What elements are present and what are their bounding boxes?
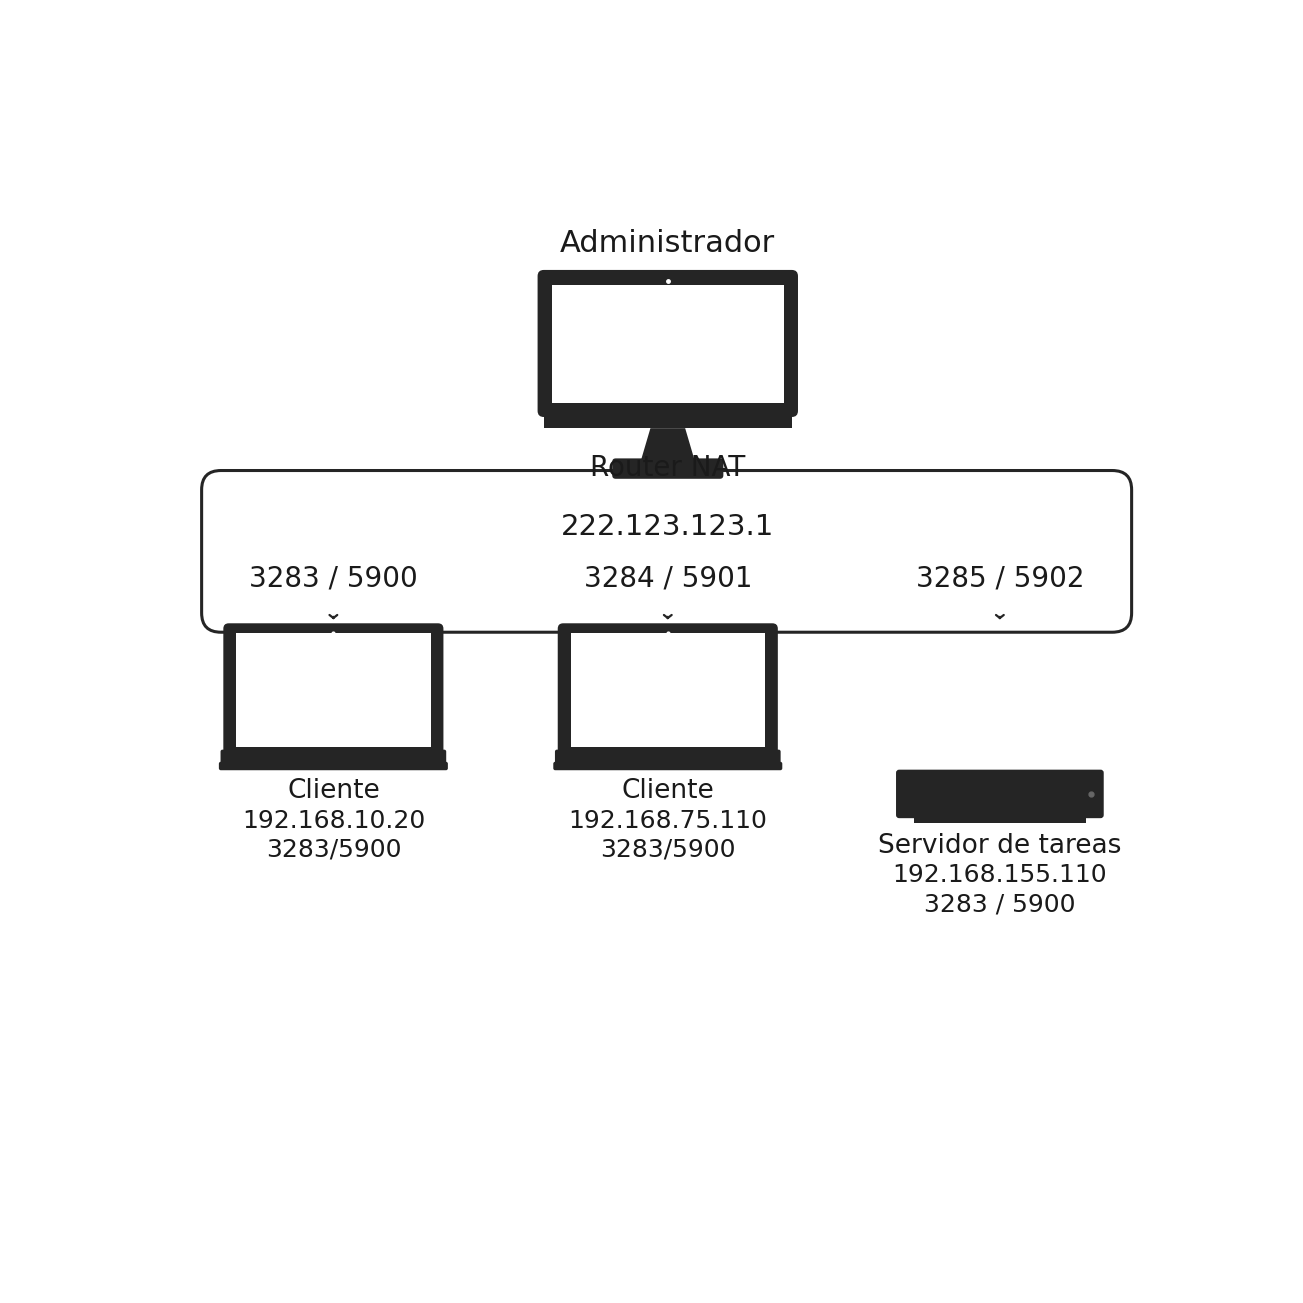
FancyBboxPatch shape (612, 459, 723, 478)
Text: Cliente: Cliente (622, 778, 714, 804)
FancyBboxPatch shape (236, 633, 430, 747)
FancyBboxPatch shape (220, 749, 446, 766)
FancyBboxPatch shape (202, 470, 1131, 632)
Text: 192.168.75.110: 192.168.75.110 (568, 809, 767, 833)
Text: 3284 / 5901: 3284 / 5901 (584, 564, 752, 593)
Text: Router NAT: Router NAT (590, 455, 745, 482)
FancyBboxPatch shape (571, 633, 765, 747)
FancyBboxPatch shape (551, 285, 784, 403)
FancyBboxPatch shape (543, 409, 792, 429)
Text: 3283 / 5900: 3283 / 5900 (249, 564, 418, 593)
FancyBboxPatch shape (915, 816, 1085, 822)
FancyBboxPatch shape (223, 623, 443, 757)
Text: 192.168.10.20: 192.168.10.20 (242, 809, 425, 833)
Text: 3283 / 5900: 3283 / 5900 (924, 893, 1075, 916)
Text: 3283/5900: 3283/5900 (601, 838, 735, 861)
Text: Cliente: Cliente (287, 778, 379, 804)
Text: Servidor de tareas: Servidor de tareas (878, 833, 1122, 859)
Polygon shape (641, 429, 694, 461)
Text: 3283/5900: 3283/5900 (266, 838, 401, 861)
Text: 222.123.123.1: 222.123.123.1 (562, 512, 774, 541)
Text: Administrador: Administrador (560, 229, 775, 258)
FancyBboxPatch shape (555, 749, 780, 766)
FancyBboxPatch shape (554, 762, 782, 770)
FancyBboxPatch shape (538, 270, 797, 417)
FancyBboxPatch shape (558, 623, 778, 757)
FancyBboxPatch shape (896, 770, 1104, 818)
Text: 3285 / 5902: 3285 / 5902 (916, 564, 1084, 593)
Text: 192.168.155.110: 192.168.155.110 (893, 863, 1108, 887)
FancyBboxPatch shape (219, 762, 448, 770)
